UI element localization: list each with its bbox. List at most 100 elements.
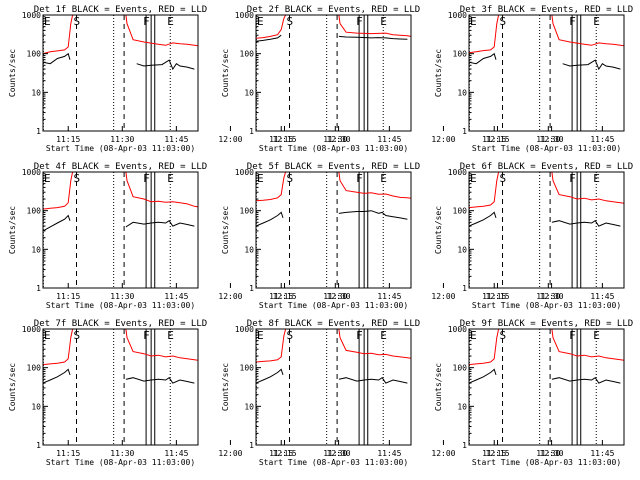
x-tick-label: 11:15	[56, 292, 80, 301]
panel-title: Det 5f BLACK = Events, RED = LLD	[247, 162, 420, 172]
y-tick-label: 10	[457, 245, 467, 254]
x-tick-label: 11:15	[56, 135, 80, 144]
series-events	[125, 377, 195, 384]
y-tick-label: 10	[244, 88, 254, 97]
panel-title: Det 4f BLACK = Events, RED = LLD	[34, 162, 207, 172]
series-lines	[256, 329, 411, 384]
series-lld	[551, 172, 624, 204]
x-tick-label: 12:00	[218, 292, 242, 301]
marker-letter: S	[500, 329, 507, 342]
series-events	[551, 220, 621, 227]
x-tick-label: 12:15	[272, 292, 296, 301]
marker-letter: E	[167, 172, 174, 185]
x-tick-label: 11:15	[269, 135, 293, 144]
y-tick-label: 100	[240, 50, 255, 59]
x-tick-label: 12:15	[272, 135, 296, 144]
x-tick-label: 11:15	[482, 449, 506, 458]
marker-letter: F	[143, 329, 150, 342]
series-events	[256, 34, 282, 42]
series-events	[562, 59, 621, 71]
series-events	[136, 59, 195, 71]
series-lld	[469, 172, 500, 209]
marker-letter: E	[470, 172, 477, 185]
x-tick-label: 11:30	[536, 135, 560, 144]
x-tick-label: 11:15	[269, 449, 293, 458]
x-tick-label: 11:45	[164, 449, 188, 458]
interval-markers	[469, 172, 597, 288]
x-tick-label: 11:15	[56, 449, 80, 458]
x-axis-label: Start Time (08-Apr-03 11:03:00)	[472, 458, 621, 467]
y-tick-label: 1	[462, 284, 467, 293]
marker-letter: E	[470, 329, 477, 342]
interval-markers	[256, 15, 384, 131]
series-events	[256, 211, 284, 227]
x-tick-label: 12:00	[218, 135, 242, 144]
y-tick-label: 1	[462, 441, 467, 450]
x-tick-label: 12:15	[485, 292, 509, 301]
series-events	[338, 35, 408, 40]
series-lines	[469, 172, 624, 227]
series-lld	[469, 329, 500, 366]
y-tick-label: 1	[249, 127, 254, 136]
marker-letter: F	[356, 172, 363, 185]
y-tick-label: 10	[457, 88, 467, 97]
y-axis-label: Counts/sec	[434, 206, 443, 254]
series-events	[43, 214, 71, 232]
series-lines	[43, 15, 198, 71]
series-lines	[43, 329, 198, 384]
series-lines	[469, 329, 624, 384]
y-tick-label: 1	[36, 441, 41, 450]
x-tick-label: 12:00	[431, 135, 455, 144]
x-tick-label: 12:30	[327, 135, 351, 144]
y-tick-label: 1000	[235, 11, 254, 20]
x-axis-label: Start Time (08-Apr-03 11:03:00)	[46, 144, 195, 153]
y-tick-label: 1000	[448, 11, 467, 20]
series-lld	[256, 172, 287, 202]
y-axis-label: Counts/sec	[8, 206, 17, 254]
marker-letter: S	[287, 172, 294, 185]
interval-markers	[256, 172, 384, 288]
plot-frame	[468, 171, 625, 289]
y-axis-label: Counts/sec	[434, 363, 443, 411]
marker-letter: S	[500, 15, 507, 28]
y-tick-label: 100	[27, 50, 42, 59]
y-tick-label: 10	[31, 245, 41, 254]
y-tick-label: 10	[244, 402, 254, 411]
marker-letter: F	[569, 329, 576, 342]
marker-letter: E	[44, 15, 51, 28]
series-lld	[338, 15, 411, 37]
x-tick-label: 11:30	[110, 292, 134, 301]
series-lld	[338, 172, 411, 199]
interval-markers	[43, 172, 171, 288]
y-axis-label: Counts/sec	[8, 49, 17, 97]
x-tick-label: 11:45	[377, 292, 401, 301]
series-lld	[125, 329, 198, 361]
panel-title: Det 8f BLACK = Events, RED = LLD	[247, 319, 420, 329]
marker-letter: E	[593, 329, 600, 342]
y-tick-label: 10	[457, 402, 467, 411]
y-tick-label: 10	[31, 402, 41, 411]
marker-letter: E	[380, 15, 387, 28]
y-tick-label: 1	[36, 284, 41, 293]
y-axis-label: Counts/sec	[434, 49, 443, 97]
series-events	[469, 211, 497, 227]
plot-frame	[468, 328, 625, 446]
interval-markers	[469, 329, 597, 445]
marker-letter: S	[500, 172, 507, 185]
series-events	[338, 377, 408, 384]
marker-letter: E	[44, 172, 51, 185]
marker-letter: S	[74, 15, 81, 28]
series-lines	[256, 15, 411, 42]
x-tick-label: 12:00	[431, 292, 455, 301]
series-lld	[551, 15, 624, 47]
x-tick-label: 12:15	[272, 449, 296, 458]
y-axis-label: Counts/sec	[8, 363, 17, 411]
series-lines	[469, 15, 624, 71]
y-tick-label: 1	[249, 284, 254, 293]
